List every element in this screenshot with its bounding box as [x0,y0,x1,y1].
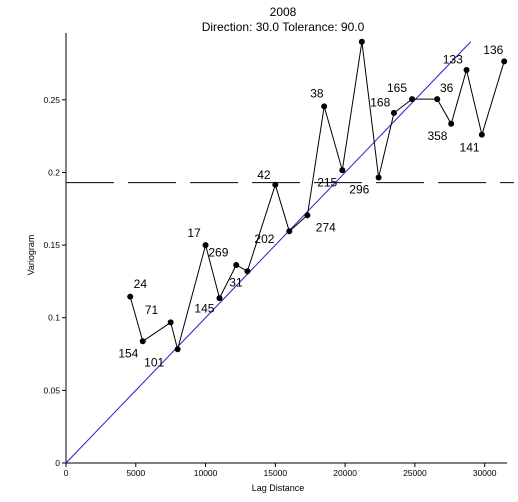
model-line [65,41,472,464]
pair-count-label-7: 31 [229,275,243,289]
pair-count-label-6: 269 [208,246,228,260]
x-tick-label-6: 30000 [473,468,497,478]
pair-count-label-18: 358 [427,129,447,143]
y-tick-label-2: 0.1 [48,313,60,323]
x-tick-label-4: 20000 [333,468,357,478]
data-point-19 [463,67,470,74]
pair-count-label-2: 71 [145,303,159,317]
y-tick-label-3: 0.15 [43,240,60,250]
pair-count-label-1: 154 [118,347,138,361]
data-point-10 [304,212,311,219]
data-point-0 [127,293,134,300]
pair-count-labels: 2415471101171452693142202274382152961681… [118,43,503,369]
y-tick-label-0: 0 [55,458,60,468]
y-tick-label-1: 0.05 [43,385,60,395]
chart-subtitle: Direction: 30.0 Tolerance: 90.0 [202,20,365,34]
data-point-21 [501,58,508,65]
data-point-17 [434,96,441,103]
variogram-series [127,38,508,353]
pair-count-label-12: 215 [317,175,337,189]
y-tick-label-5: 0.25 [43,95,60,105]
pair-count-label-15: 168 [370,95,390,109]
x-tick-label-3: 15000 [264,468,288,478]
data-point-20 [478,131,485,138]
data-point-1 [139,338,146,345]
x-tick-label-2: 10000 [194,468,218,478]
axes: 0 5000 10000 15000 20000 25000 30000 0 0.05 0.1 0.… [43,33,507,478]
data-point-7 [244,268,251,275]
chart-title: 2008 [270,5,297,19]
data-point-16 [409,96,416,103]
data-point-6 [233,261,240,268]
pair-count-label-16: 165 [387,81,407,95]
pair-count-label-10: 274 [316,220,336,234]
model-fit-line [65,41,472,464]
data-point-9 [286,228,293,235]
y-tick-label-4: 0.2 [48,167,60,177]
pair-count-label-17: 36 [440,81,454,95]
pair-count-label-20: 141 [460,140,480,154]
x-axis-label: Lag Distance [252,483,305,493]
pair-count-label-11: 38 [310,87,324,101]
x-tick-label-5: 25000 [403,468,427,478]
pair-count-label-8: 42 [257,168,271,182]
pair-count-label-19: 133 [443,53,463,67]
y-axis-label: Variogram [26,235,36,276]
data-point-3 [174,346,181,353]
data-point-14 [375,174,382,181]
x-tick-label-1: 5000 [126,468,145,478]
variogram-polyline [129,41,505,352]
data-point-18 [448,120,455,127]
data-point-11 [321,103,328,110]
pair-count-label-4: 17 [187,226,201,240]
data-point-5 [216,295,223,302]
data-point-12 [339,167,346,174]
data-point-15 [390,109,397,116]
pair-count-label-0: 24 [134,277,148,291]
data-point-13 [358,38,365,45]
pair-count-label-14: 296 [349,183,369,197]
pair-count-label-9: 202 [254,232,274,246]
data-point-2 [167,319,174,326]
pair-count-label-5: 145 [194,302,214,316]
x-tick-label-0: 0 [64,468,69,478]
data-point-8 [272,181,279,188]
pair-count-label-21: 136 [483,43,503,57]
data-point-4 [202,242,209,249]
pair-count-label-3: 101 [144,355,164,369]
